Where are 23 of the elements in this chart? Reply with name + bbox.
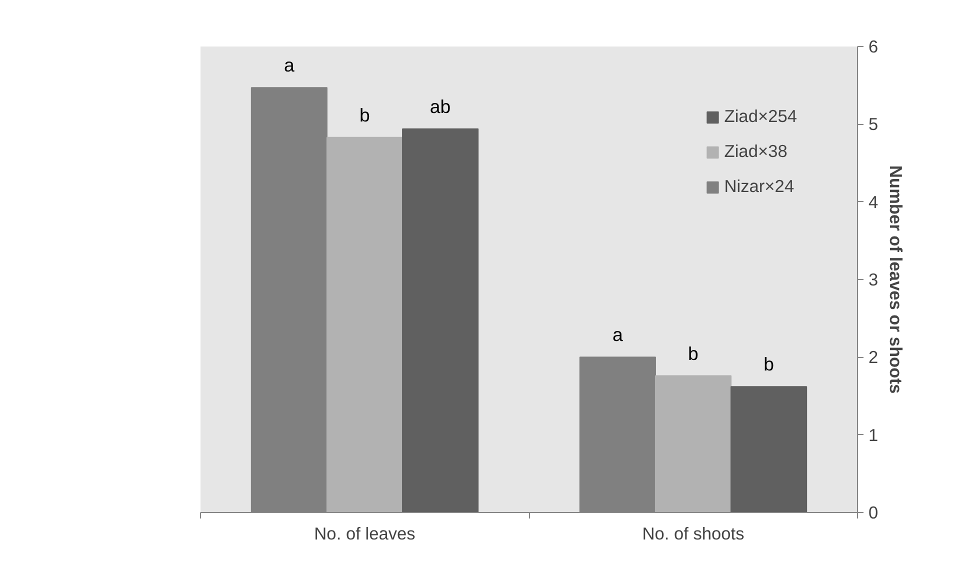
y-tick-label: 4 [868,192,878,212]
y-tick-label: 5 [868,114,878,134]
bar [402,128,479,512]
bar [654,375,732,512]
legend-label: Ziad×254 [724,106,797,127]
annotation: ab [430,96,451,117]
y-axis-title: Number of leaves or shoots [886,165,906,394]
y-tick-label: 6 [868,36,878,56]
annotation: b [764,354,774,375]
annotation: a [612,324,624,346]
x-tick-label: No. of shoots [642,524,745,544]
y-tick-label: 1 [868,424,878,445]
y-tick-label: 0 [868,502,878,522]
legend-label: Ziad×38 [724,141,788,162]
annotation: a [284,54,296,76]
annotation: b [360,104,370,126]
bar [730,386,808,512]
y-tick-label: 2 [868,347,878,368]
bar [326,136,404,512]
y-tick-label: 3 [868,270,878,290]
x-tick-label: No. of leaves [314,524,416,544]
annotation: b [688,342,698,364]
legend-label: Nizar×24 [724,176,794,197]
